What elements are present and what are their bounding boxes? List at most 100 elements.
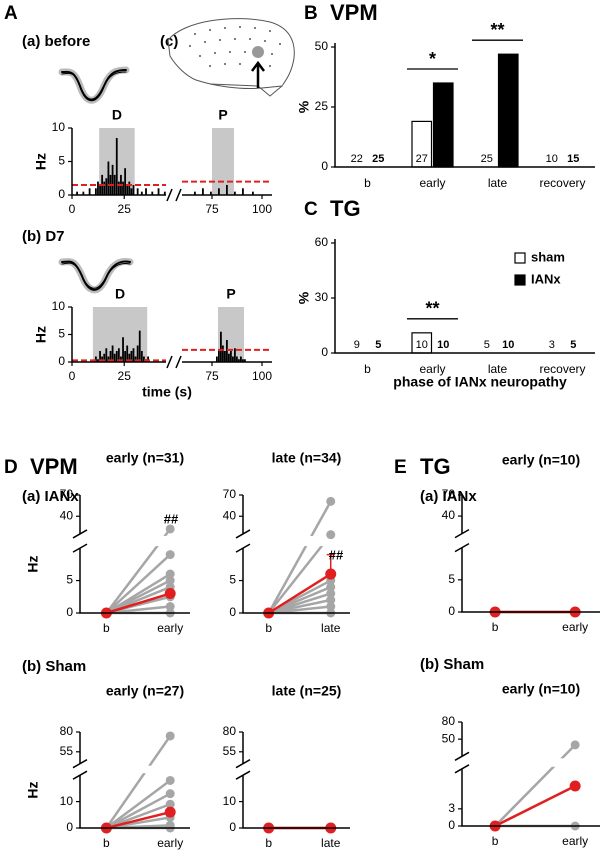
- bar: [134, 356, 137, 362]
- bar: [105, 348, 108, 362]
- legend-label: sham: [531, 249, 565, 264]
- panel-label: A: [4, 3, 18, 24]
- bar: [202, 188, 204, 195]
- y-tick-label: 5: [66, 573, 73, 587]
- legend-swatch: [514, 274, 526, 286]
- mean-label: ##: [329, 547, 344, 562]
- bar: [163, 191, 166, 195]
- x-tick-label: b: [492, 834, 499, 848]
- count-label: 5: [570, 339, 576, 351]
- y-tick-label: 50: [315, 39, 329, 53]
- bar: [113, 174, 116, 195]
- bar: [242, 188, 244, 195]
- y-tick-label: 10: [60, 794, 74, 808]
- break-gap: [245, 535, 352, 547]
- bar: [145, 188, 147, 195]
- y-tick-label: 0: [58, 187, 65, 201]
- y-tick-label: 55: [223, 744, 237, 758]
- y-tick-label: 10: [52, 120, 66, 134]
- bar: [228, 353, 230, 362]
- bar: [111, 345, 114, 362]
- neuron-point: [165, 576, 175, 586]
- bar: [122, 181, 124, 195]
- chart-title: TG: [330, 196, 361, 221]
- section-title: TG: [420, 454, 451, 479]
- neuron-line: [267, 533, 332, 614]
- mean-point: [569, 780, 581, 792]
- x-tick-label: b: [103, 621, 110, 635]
- neuron-line: [105, 553, 172, 614]
- axis-break: [454, 528, 470, 553]
- count-label: 5: [375, 339, 381, 351]
- x-tick-label: b: [103, 836, 110, 850]
- bar: [126, 184, 129, 195]
- neuron-point: [165, 731, 175, 741]
- bar: [105, 178, 108, 195]
- count-label: 10: [546, 153, 558, 165]
- bar: [143, 356, 145, 362]
- x-tick-label: b: [364, 176, 371, 190]
- bar: [94, 188, 97, 195]
- y-tick-label: 30: [315, 290, 329, 304]
- window: [212, 128, 234, 195]
- neuron-point: [570, 740, 580, 750]
- x-tick-label: 75: [205, 369, 219, 383]
- bar: [107, 161, 110, 195]
- count-label: 25: [372, 153, 384, 165]
- bar: [124, 351, 127, 362]
- bar: [236, 356, 238, 362]
- neuron-point: [326, 496, 336, 506]
- panel-label: B: [304, 3, 318, 24]
- neuron-point: [326, 582, 336, 592]
- panel-label: D: [4, 457, 18, 478]
- count-label: 10: [502, 339, 514, 351]
- bar: [224, 351, 226, 362]
- axis: [461, 722, 600, 827]
- bar: [140, 191, 143, 195]
- x-tick-label: late: [488, 362, 508, 376]
- count-label: 10: [437, 339, 449, 351]
- chart-title: early (n=10): [502, 452, 580, 468]
- neuron-line: [494, 744, 577, 827]
- mean-point: [325, 568, 337, 580]
- bar: [82, 191, 85, 195]
- axis: [334, 43, 595, 168]
- chart-title: VPM: [330, 0, 378, 25]
- y-tick-label: 0: [66, 820, 73, 834]
- axis-break: [72, 529, 88, 553]
- y-tick-label: 0: [66, 605, 73, 619]
- mean-line: [106, 592, 171, 615]
- x-tick-label: early: [157, 621, 183, 635]
- bar: [120, 356, 122, 362]
- axis: [242, 732, 350, 829]
- bar: [226, 184, 228, 195]
- x-tick-label: 25: [118, 369, 132, 383]
- y-tick-label: 5: [58, 154, 65, 168]
- axis-break: [166, 188, 182, 202]
- section-subtitle: (b) Sham: [420, 656, 484, 673]
- bar: [101, 356, 104, 362]
- x-tick-label: early: [562, 834, 588, 848]
- break-gap: [464, 758, 602, 767]
- y-tick-label: 5: [448, 572, 455, 586]
- break-gap: [82, 535, 192, 547]
- neuron-line: [105, 803, 171, 830]
- mean-line: [268, 573, 332, 615]
- significance-label: **: [425, 299, 439, 319]
- chart-title: late (n=25): [272, 683, 342, 699]
- panel-label: E: [394, 457, 407, 478]
- mean-point: [164, 588, 176, 600]
- y-tick-label: 10: [223, 794, 237, 808]
- bar: [220, 331, 222, 362]
- neuron-point: [165, 799, 175, 809]
- y-tick-label: 50: [442, 731, 456, 745]
- neuron-line: [105, 735, 172, 829]
- bar: [210, 191, 212, 195]
- neuron-point: [326, 602, 336, 612]
- neuron-point: [165, 524, 175, 534]
- x-tick-label: recovery: [539, 176, 585, 190]
- bar: [226, 340, 228, 362]
- y-tick-label: 80: [442, 714, 456, 728]
- y-axis-label: Hz: [33, 153, 49, 170]
- bar: [136, 188, 139, 195]
